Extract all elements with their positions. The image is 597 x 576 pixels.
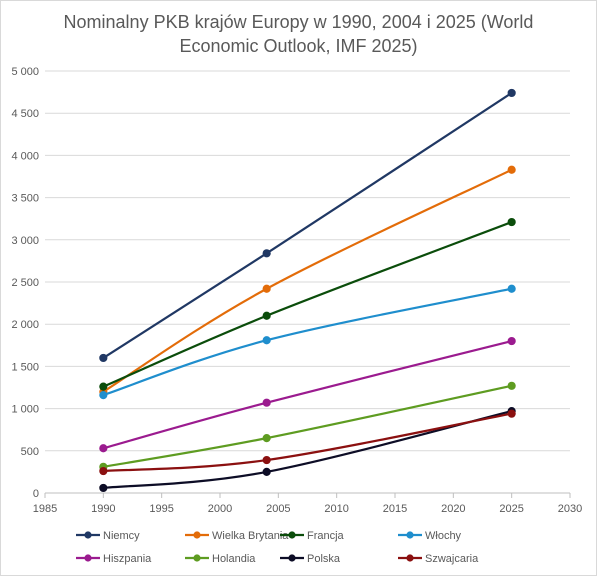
data-point-francja: [262, 311, 271, 320]
y-tick-label: 4 000: [11, 150, 39, 162]
series-group: [99, 88, 516, 493]
chart-title-line-1: Nominalny PKB krajów Europy w 1990, 2004…: [63, 12, 534, 32]
legend-label-niemcy: Niemcy: [103, 530, 140, 542]
y-tick-label: 3 000: [11, 235, 39, 247]
series-line-włochy: [102, 287, 512, 397]
series-line-szwajcaria: [103, 412, 512, 473]
data-point-holandia: [507, 381, 516, 390]
x-tick-label: 2000: [208, 503, 232, 515]
data-point-polska: [99, 483, 108, 493]
series-line-wielka-brytania: [102, 168, 513, 393]
y-tick-label: 500: [21, 446, 39, 458]
y-tick-label: 3 500: [11, 193, 39, 205]
data-point-niemcy: [507, 88, 516, 98]
x-tick-label: 2020: [441, 503, 465, 515]
x-tick-label: 1995: [149, 503, 173, 515]
legend: Niemcy Wielka Brytania Francja Włochy Hiszpa…: [76, 530, 479, 565]
data-point-francja: [507, 217, 516, 227]
data-point-francja: [99, 382, 108, 391]
x-tick-label: 2025: [499, 503, 523, 515]
legend-marker-włochy: [406, 531, 414, 539]
x-tick-label: 2005: [266, 503, 290, 515]
data-point-włochy: [99, 390, 108, 400]
series-line-hiszpania: [103, 340, 512, 450]
legend-marker-szwajcaria: [406, 554, 414, 562]
data-point-szwajcaria: [99, 466, 108, 476]
legend-label-włochy: Włochy: [425, 530, 462, 542]
x-axis-ticks: 1985 1990 1995 2000 2005 2010 2015 2020 2025 2030: [33, 493, 582, 515]
x-tick-label: 2010: [324, 503, 348, 515]
legend-label-francja: Francja: [307, 530, 345, 542]
data-point-hiszpania: [507, 336, 516, 346]
data-point-szwajcaria: [262, 455, 271, 465]
data-point-hiszpania: [262, 398, 271, 407]
y-tick-label: 1 500: [11, 361, 39, 373]
data-point-wielka-brytania: [507, 165, 516, 174]
y-tick-label: 4 500: [11, 108, 39, 120]
legend-label-szwajcaria: Szwajcaria: [425, 553, 479, 565]
y-tick-label: 2 000: [11, 319, 39, 331]
data-point-szwajcaria: [507, 409, 516, 418]
chart-title-line-2: Economic Outlook, IMF 2025): [179, 36, 418, 56]
legend-marker-hiszpania: [84, 554, 92, 562]
data-point-niemcy: [99, 353, 108, 363]
legend-label-wielka-brytania: Wielka Brytania: [212, 530, 289, 542]
series-line-niemcy: [102, 92, 513, 359]
legend-label-holandia: Holandia: [212, 553, 256, 565]
x-tick-label: 2015: [383, 503, 407, 515]
y-axis-ticks: 0 500 1 000 1 500 2 000 2 500 3 000 3 500 4 000 4…: [11, 66, 39, 500]
data-point-niemcy: [262, 249, 271, 258]
x-tick-label: 2030: [558, 503, 582, 515]
legend-marker-polska: [288, 554, 296, 562]
x-tick-label: 1985: [33, 503, 57, 515]
series-line-polska: [103, 410, 512, 490]
legend-marker-holandia: [193, 554, 201, 562]
legend-marker-wielka-brytania: [193, 531, 201, 539]
data-point-włochy: [507, 284, 516, 293]
y-tick-label: 2 500: [11, 277, 39, 289]
legend-label-polska: Polska: [307, 553, 341, 565]
data-point-polska: [262, 467, 271, 476]
legend-marker-francja: [288, 531, 296, 539]
legend-label-hiszpania: Hiszpania: [103, 553, 152, 565]
legend-marker-niemcy: [84, 531, 92, 539]
y-tick-label: 1 000: [11, 404, 39, 416]
series-line-holandia: [103, 384, 512, 468]
data-point-wielka-brytania: [262, 284, 271, 293]
data-point-włochy: [262, 336, 271, 345]
data-point-holandia: [262, 434, 271, 443]
chart-title: Nominalny PKB krajów Europy w 1990, 2004…: [0, 10, 597, 58]
y-tick-label: 0: [33, 488, 39, 500]
series-line-francja: [102, 221, 513, 388]
y-tick-label: 5 000: [11, 66, 39, 78]
x-tick-label: 1990: [91, 503, 115, 515]
data-point-hiszpania: [99, 444, 108, 453]
